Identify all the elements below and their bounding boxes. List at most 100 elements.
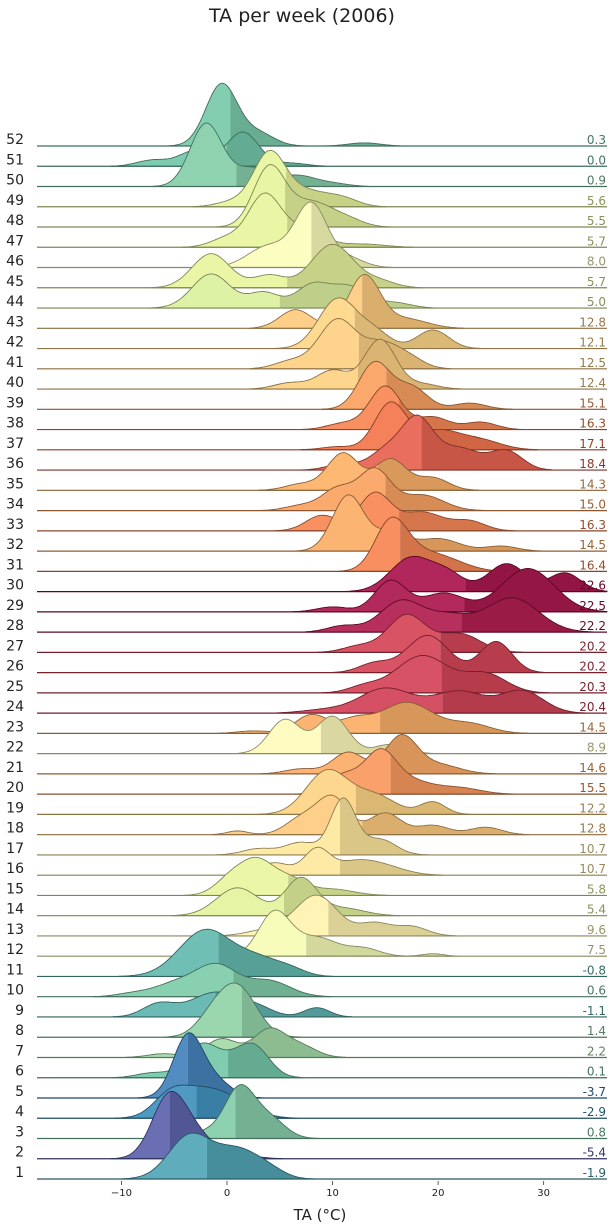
week-label: 40 bbox=[6, 375, 24, 391]
mean-value-label: 0.3 bbox=[587, 133, 606, 147]
week-label: 39 bbox=[6, 395, 24, 411]
mean-value-label: 22.6 bbox=[579, 579, 606, 593]
density-outline bbox=[300, 385, 524, 431]
week-label: 13 bbox=[6, 922, 24, 938]
mean-value-label: 7.5 bbox=[587, 943, 606, 957]
mean-value-label: 15.5 bbox=[579, 781, 606, 795]
density-below-mean bbox=[258, 452, 378, 491]
density-outline bbox=[258, 768, 471, 815]
week-ridge-6: 6 0.1 bbox=[15, 1042, 607, 1080]
mean-value-label: 0.8 bbox=[587, 1125, 606, 1139]
week-label: 45 bbox=[6, 274, 24, 290]
ridges-group: 52 0.351 0.050 0.949 5.648 5.547 5.746 8.045 5.7… bbox=[6, 82, 608, 1181]
mean-value-label: 1.4 bbox=[587, 1024, 606, 1038]
density-outline bbox=[300, 597, 597, 633]
mean-value-label: 8.9 bbox=[587, 741, 606, 755]
x-tick-label: 0 bbox=[224, 1188, 230, 1199]
density-below-mean bbox=[235, 716, 321, 754]
week-label: 2 bbox=[15, 1145, 24, 1161]
week-label: 3 bbox=[15, 1124, 24, 1140]
week-label: 1 bbox=[15, 1165, 24, 1181]
mean-value-label: 8.0 bbox=[587, 255, 606, 269]
week-label: 36 bbox=[6, 456, 24, 472]
mean-value-label: 5.0 bbox=[587, 295, 606, 309]
week-label: 43 bbox=[6, 314, 24, 330]
week-label: 4 bbox=[15, 1104, 24, 1120]
mean-value-label: 5.6 bbox=[587, 194, 606, 208]
mean-value-label: 17.1 bbox=[579, 437, 606, 451]
mean-value-label: 9.6 bbox=[587, 923, 606, 937]
density-outline bbox=[150, 243, 422, 289]
week-ridge-23: 23 14.5 bbox=[6, 701, 607, 735]
density-below-mean bbox=[184, 857, 289, 896]
mean-value-label: 20.2 bbox=[579, 660, 606, 674]
week-label: 17 bbox=[6, 841, 24, 857]
x-tick-label: 20 bbox=[432, 1188, 445, 1199]
density-outline bbox=[120, 1132, 315, 1180]
mean-value-label: -3.7 bbox=[583, 1085, 606, 1099]
week-label: 47 bbox=[6, 233, 24, 249]
density-above-mean bbox=[285, 164, 390, 227]
density-outline bbox=[93, 962, 331, 998]
mean-value-label: 16.4 bbox=[579, 558, 606, 572]
density-outline bbox=[249, 338, 462, 390]
density-outline bbox=[112, 1042, 304, 1079]
density-above-mean bbox=[227, 132, 327, 167]
mean-value-label: 12.8 bbox=[579, 315, 606, 329]
week-ridge-35: 35 14.3 bbox=[6, 452, 607, 492]
x-axis: −10 0 10 20 30 bbox=[111, 1181, 550, 1199]
week-label: 41 bbox=[6, 355, 24, 371]
mean-value-label: 14.5 bbox=[579, 538, 606, 552]
mean-value-label: 12.2 bbox=[579, 801, 606, 815]
density-below-mean bbox=[119, 929, 219, 977]
mean-value-label: 12.5 bbox=[579, 356, 606, 370]
week-ridge-4: 4 -2.9 bbox=[15, 1084, 607, 1120]
week-ridge-52: 52 0.3 bbox=[6, 82, 607, 148]
density-outline bbox=[249, 318, 452, 370]
week-label: 31 bbox=[6, 557, 24, 573]
week-label: 8 bbox=[15, 1023, 24, 1039]
density-outline bbox=[272, 687, 587, 714]
x-tick-label: −10 bbox=[111, 1188, 132, 1199]
week-label: 44 bbox=[6, 294, 24, 310]
mean-value-label: 22.2 bbox=[579, 619, 606, 633]
mean-value-label: 2.2 bbox=[587, 1044, 606, 1058]
density-above-mean bbox=[362, 274, 464, 329]
week-label: 11 bbox=[6, 962, 24, 978]
mean-value-label: -0.8 bbox=[583, 963, 606, 977]
week-label: 14 bbox=[6, 902, 24, 918]
density-outline bbox=[321, 360, 513, 410]
x-tick-label: 10 bbox=[326, 1188, 339, 1199]
mean-value-label: 0.0 bbox=[587, 153, 606, 167]
week-label: 24 bbox=[6, 699, 24, 715]
mean-value-label: 20.4 bbox=[579, 700, 606, 714]
mean-value-label: -1.1 bbox=[583, 1004, 606, 1018]
density-above-mean bbox=[311, 202, 392, 268]
week-label: 25 bbox=[6, 679, 24, 695]
mean-value-label: 22.5 bbox=[579, 599, 606, 613]
mean-value-label: 5.8 bbox=[587, 882, 606, 896]
density-outline bbox=[275, 491, 515, 532]
density-above-mean bbox=[354, 297, 481, 349]
mean-value-label: 0.6 bbox=[587, 984, 606, 998]
density-outline bbox=[213, 894, 456, 937]
density-outline bbox=[215, 164, 391, 228]
density-outline bbox=[338, 516, 507, 572]
week-label: 20 bbox=[6, 780, 24, 796]
week-label: 38 bbox=[6, 416, 24, 432]
week-label: 12 bbox=[6, 942, 24, 958]
mean-value-label: -5.4 bbox=[583, 1146, 606, 1160]
chart-title: TA per week (2006) bbox=[208, 5, 395, 27]
mean-value-label: 5.5 bbox=[587, 214, 606, 228]
mean-value-label: 5.4 bbox=[587, 903, 606, 917]
density-outline bbox=[291, 568, 608, 613]
mean-value-label: 10.7 bbox=[579, 862, 606, 876]
mean-value-label: 14.6 bbox=[579, 761, 606, 775]
mean-value-label: 18.4 bbox=[579, 457, 606, 471]
week-label: 18 bbox=[6, 821, 24, 837]
mean-value-label: 14.5 bbox=[579, 720, 606, 734]
density-outline bbox=[260, 467, 486, 512]
x-axis-label: TA (°C) bbox=[293, 1206, 347, 1224]
mean-value-label: 5.7 bbox=[587, 234, 606, 248]
